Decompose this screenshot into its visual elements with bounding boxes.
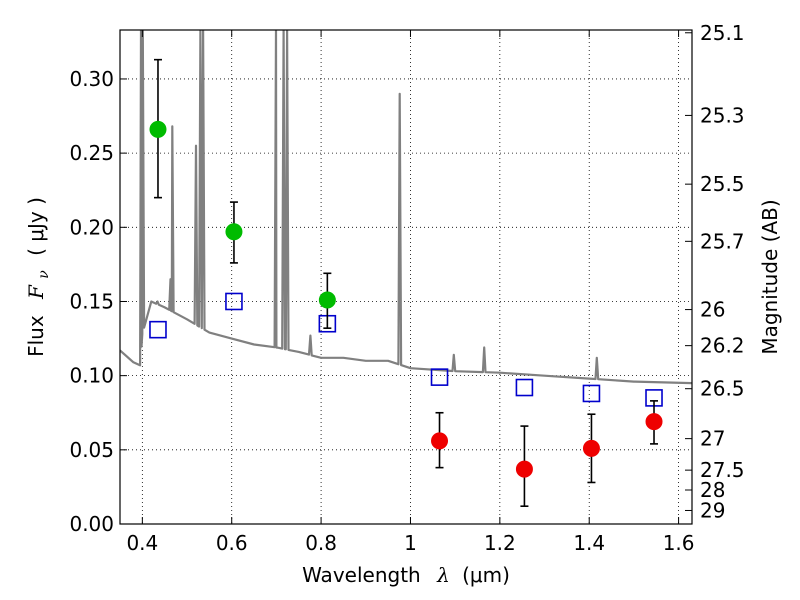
- x-tick-label: 1: [404, 531, 417, 555]
- x-tick-label: 0.6: [216, 531, 248, 555]
- axis-ticks: 0.4 0.6 0.8 1 1.2 1.4 1.6 0.00 0.05 0.10 0.15 0.20 0…: [69, 21, 744, 555]
- grid: [120, 30, 692, 525]
- y-tick-label: 0.00: [69, 512, 114, 536]
- x-tick-label: 0.4: [126, 531, 158, 555]
- y2-tick-label: 26.5: [700, 377, 745, 401]
- y-tick-label: 0.25: [69, 141, 114, 165]
- y2-tick-label: 29: [700, 498, 725, 522]
- data-point: [431, 432, 449, 450]
- y-tick-label: 0.20: [69, 215, 114, 239]
- model-square: [149, 320, 167, 339]
- data-point: [515, 460, 533, 478]
- y-axis-label-prefix: Flux: [24, 315, 48, 357]
- y-tick-label: 0.15: [69, 289, 114, 313]
- y-axis-label: Flux F ν ( μJy ): [24, 197, 53, 357]
- y-axis-label-unit: ( μJy ): [24, 197, 48, 256]
- y2-tick-label: 27: [700, 427, 725, 451]
- data-point: [149, 120, 167, 138]
- y-tick-label: 0.30: [69, 67, 114, 91]
- y2-axis-label: Magnitude (AB): [758, 199, 782, 354]
- x-axis-label-symbol: λ: [436, 563, 450, 587]
- y2-tick-label: 26: [700, 298, 725, 322]
- data-point: [582, 439, 600, 457]
- plot-frame: [119, 29, 693, 525]
- data-point: [225, 223, 243, 241]
- model-square: [582, 384, 601, 403]
- x-axis-label-prefix: Wavelength: [302, 563, 421, 587]
- y2-tick-label: 28: [700, 478, 725, 502]
- x-axis-label-unit: (μm): [462, 563, 510, 587]
- model-square: [430, 368, 449, 386]
- y2-tick-label: 27.5: [700, 458, 745, 482]
- x-tick-label: 1.6: [663, 531, 695, 555]
- x-tick-label: 0.8: [305, 531, 337, 555]
- data-points: [149, 58, 663, 507]
- spectrum-line: [120, 30, 692, 385]
- data-point: [318, 291, 336, 309]
- y2-tick-label: 25.7: [700, 229, 745, 253]
- y-axis-label-symbol: F: [24, 284, 48, 300]
- x-tick-label: 1.2: [484, 531, 516, 555]
- y-tick-label: 0.05: [69, 438, 114, 462]
- data-point: [645, 413, 663, 431]
- y2-tick-label: 25.1: [700, 21, 745, 45]
- y-axis-label-subscript: ν: [36, 270, 52, 279]
- template-spectrum: [120, 30, 692, 385]
- x-tick-label: 1.4: [573, 531, 605, 555]
- y2-tick-label: 25.3: [700, 103, 745, 127]
- x-axis-label: Wavelength λ (μm): [302, 563, 510, 587]
- y-tick-label: 0.10: [69, 364, 114, 388]
- model-square: [225, 292, 243, 311]
- y2-tick-label: 26.2: [700, 334, 745, 358]
- y2-tick-label: 25.5: [700, 172, 745, 196]
- model-square: [515, 378, 534, 397]
